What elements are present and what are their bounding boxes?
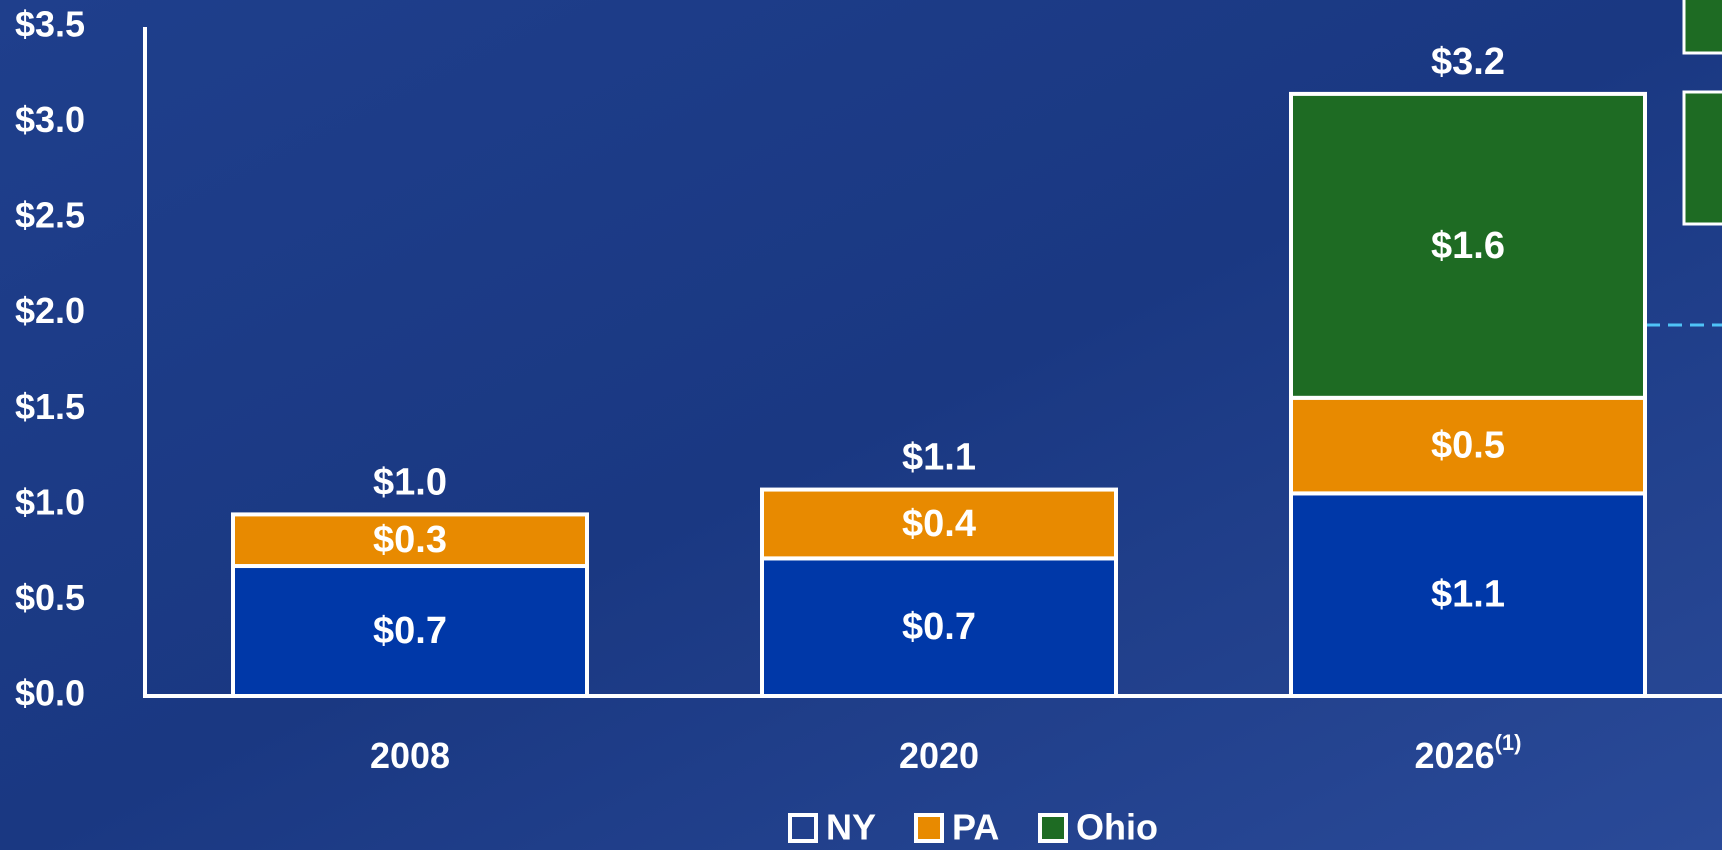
footnote-mark: (1) bbox=[1495, 730, 1522, 755]
total-label: $1.0 bbox=[373, 461, 447, 503]
legend-label: Ohio bbox=[1076, 807, 1158, 848]
x-tick-label: 2020 bbox=[899, 735, 979, 776]
total-label: $3.2 bbox=[1431, 41, 1505, 83]
data-label: $1.6 bbox=[1431, 225, 1505, 267]
bar-segment bbox=[1289, 91, 1647, 400]
data-label: $0.4 bbox=[902, 503, 976, 545]
bar-segment bbox=[760, 487, 1118, 561]
bar-segment bbox=[231, 512, 589, 569]
data-label: $0.7 bbox=[373, 610, 447, 652]
bar-segment bbox=[760, 556, 1118, 698]
category: 2020 bbox=[899, 735, 979, 776]
x-tick-label: 2008 bbox=[370, 735, 450, 776]
bar-segment bbox=[1289, 395, 1647, 496]
y-tick-label: $1.0 bbox=[15, 481, 85, 522]
bar-segment bbox=[231, 564, 589, 698]
category: 2008 bbox=[370, 735, 450, 776]
bar-segment bbox=[1289, 491, 1647, 699]
category: 2026 bbox=[1415, 735, 1495, 776]
data-label: $0.7 bbox=[902, 606, 976, 648]
total-label: $1.1 bbox=[902, 437, 976, 479]
x-tick-label: 2026(1) bbox=[1415, 730, 1522, 776]
data-label: $0.3 bbox=[373, 519, 447, 561]
y-tick-label: $2.5 bbox=[15, 195, 85, 236]
legend-swatch bbox=[788, 813, 818, 843]
y-tick-label: $3.0 bbox=[15, 99, 85, 140]
data-label: $0.5 bbox=[1431, 425, 1505, 467]
y-tick-label: $0.0 bbox=[15, 673, 85, 714]
data-label: $1.1 bbox=[1431, 574, 1505, 616]
y-tick-label: $2.0 bbox=[15, 290, 85, 331]
y-tick-label: $1.5 bbox=[15, 386, 85, 427]
decor-box bbox=[1682, 90, 1722, 226]
y-tick-label: $0.5 bbox=[15, 577, 85, 618]
legend-swatch bbox=[914, 813, 944, 843]
decor-box bbox=[1682, 0, 1722, 55]
legend-label: PA bbox=[952, 807, 999, 848]
legend-swatch bbox=[1038, 813, 1068, 843]
legend-label: NY bbox=[826, 807, 876, 848]
y-tick-label: $3.5 bbox=[15, 4, 85, 45]
